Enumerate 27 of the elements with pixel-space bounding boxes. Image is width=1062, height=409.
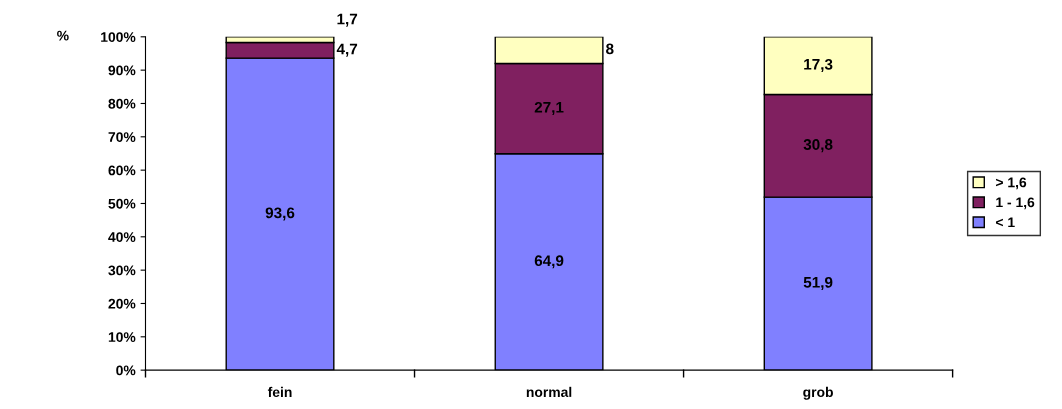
x-tick-label: grob — [803, 386, 833, 400]
data-label: 8 — [606, 43, 614, 55]
y-tick-label: 40% — [108, 232, 136, 242]
data-label: 4,7 — [336, 43, 358, 57]
x-tick-label: fein — [267, 386, 292, 398]
x-tick-label: normal — [526, 386, 572, 398]
y-tick-label: 60% — [108, 165, 136, 176]
y-tick-label: 20% — [108, 298, 136, 309]
data-label: 17,3 — [804, 58, 833, 72]
data-label: 27,1 — [534, 101, 564, 115]
legend-label: 1 - 1,6 — [996, 197, 1035, 210]
legend-label: < 1 — [995, 217, 1015, 228]
y-tick-label: 70% — [108, 132, 136, 142]
legend-label: > 1,6 — [995, 177, 1027, 190]
data-label: 51,9 — [803, 276, 833, 290]
y-tick-label: 10% — [108, 332, 136, 342]
y-tick-label: 80% — [108, 98, 136, 109]
y-tick-label: 50% — [108, 198, 136, 209]
data-label: 93,6 — [265, 207, 295, 221]
data-label: 64,9 — [534, 255, 564, 269]
y-tick-label: 0% — [116, 365, 136, 376]
y-tick-label: 100% — [101, 32, 136, 42]
data-label: 30,8 — [803, 139, 833, 153]
data-label: 1,7 — [337, 13, 358, 27]
y-tick-label: 90% — [108, 65, 136, 76]
y-tick-label: 30% — [108, 265, 136, 276]
y-axis-title: % — [57, 30, 69, 41]
